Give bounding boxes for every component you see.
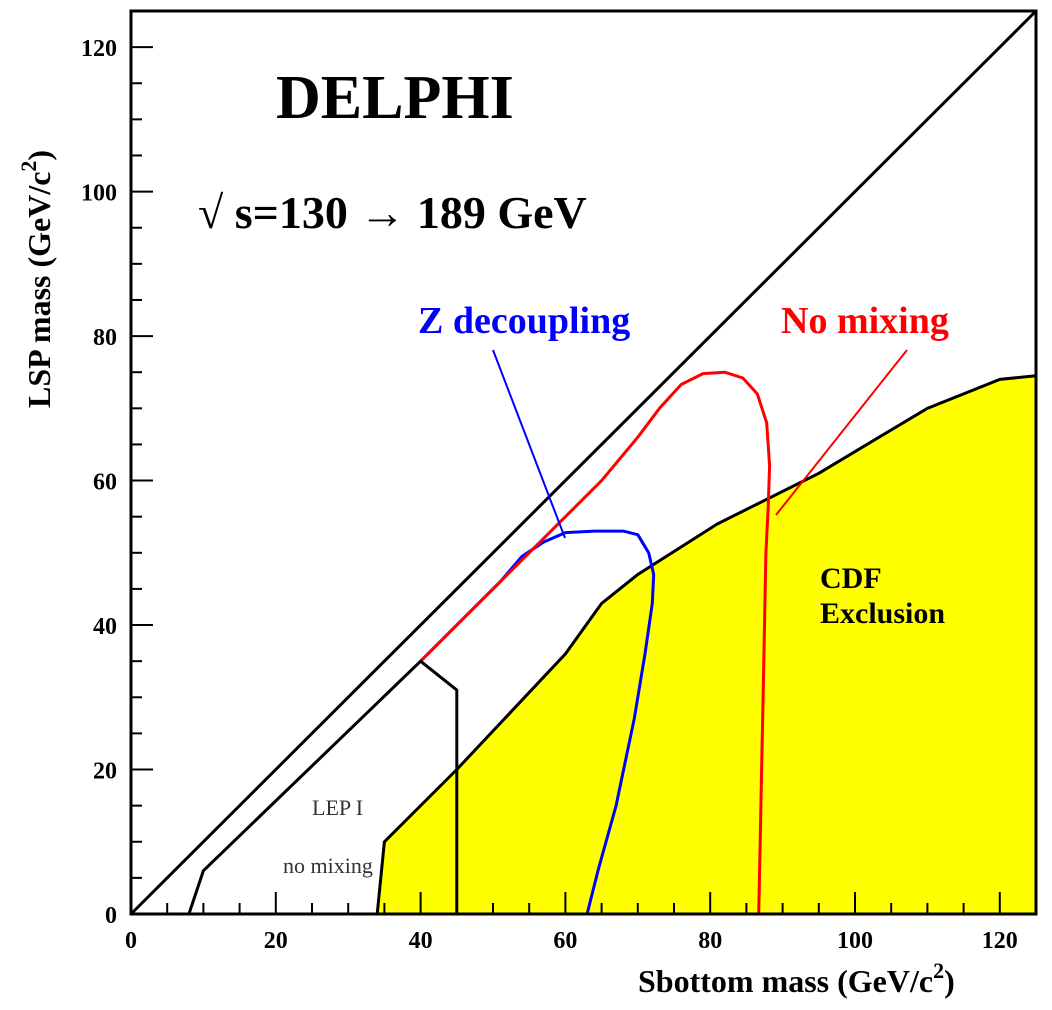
y-tick-label: 0 xyxy=(105,903,117,929)
cdf-label-line2: Exclusion xyxy=(820,597,945,630)
lep-label-line1: LEP I xyxy=(312,795,363,820)
x-tick-label: 100 xyxy=(837,928,873,954)
x-axis-title-tail: ) xyxy=(944,963,955,999)
x-tick-label: 80 xyxy=(698,928,722,954)
cdf-label-line1: CDF xyxy=(820,562,882,595)
y-axis-title-main: LSP mass (GeV/c xyxy=(21,172,57,408)
y-tick-label: 100 xyxy=(81,181,117,207)
z-decoupling-pointer xyxy=(492,349,566,539)
x-axis-title-sup: 2 xyxy=(933,958,944,983)
cdf-exclusion-boundary xyxy=(375,374,1037,915)
series-line-no-mixing xyxy=(419,370,772,915)
lep-label-line2: no mixing xyxy=(283,853,373,878)
y-tick-label: 20 xyxy=(93,759,117,785)
x-tick-label: 0 xyxy=(125,928,137,954)
y-tick-label: 120 xyxy=(81,36,117,62)
chart-title: DELPHI xyxy=(276,64,514,132)
y-tick-label: 60 xyxy=(93,470,117,496)
x-axis-title-main: Sbottom mass (GeV/c xyxy=(638,963,933,999)
axis-tick-labels: 0 20 40 60 80 100 120 0 20 40 60 80 100 120 xyxy=(81,36,1018,954)
chart-subtitle: √ s=130 → 189 GeV xyxy=(198,187,587,238)
diagonal-kinematic-limit xyxy=(129,9,1038,916)
y-tick-label: 40 xyxy=(93,614,117,640)
y-axis-title-tail: ) xyxy=(21,150,57,161)
x-tick-label: 40 xyxy=(409,928,433,954)
plot-frame xyxy=(129,9,1038,916)
x-axis-title: Sbottom mass (GeV/c2) xyxy=(638,958,955,999)
axis-ticks xyxy=(130,10,1037,915)
no-mixing-pointer xyxy=(775,349,908,516)
plot-area xyxy=(129,9,1038,916)
y-tick-label: 80 xyxy=(93,325,117,351)
series-line-lep-i-no-mixing xyxy=(187,659,459,915)
z-decoupling-label: Z decoupling xyxy=(418,300,630,342)
x-tick-label: 120 xyxy=(982,928,1018,954)
x-tick-label: 60 xyxy=(553,928,577,954)
no-mixing-label: No mixing xyxy=(781,300,949,342)
cdf-exclusion-region xyxy=(377,375,1036,914)
y-axis-title: LSP mass (GeV/c2) xyxy=(16,150,57,408)
x-tick-label: 20 xyxy=(264,928,288,954)
y-axis-title-sup: 2 xyxy=(16,161,41,172)
